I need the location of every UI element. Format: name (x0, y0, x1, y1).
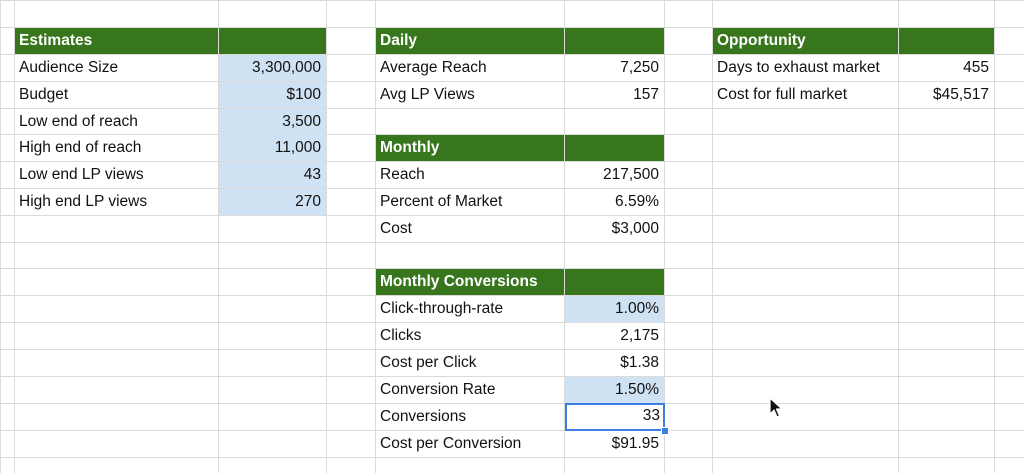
gridline (0, 430, 1024, 431)
mouse-pointer-icon (769, 397, 783, 418)
gridline (0, 81, 1024, 82)
estimates-header-fill[interactable] (219, 28, 326, 54)
gridline (0, 268, 1024, 269)
monthly-header-fill[interactable] (565, 135, 664, 161)
conversions-value-cost-per-click[interactable]: $1.38 (620, 354, 659, 371)
gridline (0, 27, 1024, 28)
monthly-label-reach[interactable]: Reach (380, 166, 425, 183)
monthly-value-cost[interactable]: $3,000 (611, 220, 659, 237)
estimates-label-high-reach[interactable]: High end of reach (19, 139, 142, 156)
estimates-header[interactable]: Estimates (15, 28, 218, 54)
daily-label-average-reach[interactable]: Average Reach (380, 59, 487, 76)
monthly-value-reach[interactable]: 217,500 (602, 166, 659, 183)
gridline (218, 0, 219, 473)
estimates-label-audience-size[interactable]: Audience Size (19, 59, 119, 76)
conversions-header[interactable]: Monthly Conversions (376, 269, 564, 295)
estimates-label-high-lp-views[interactable]: High end LP views (19, 193, 148, 210)
opportunity-value-cost-full-market[interactable]: $45,517 (932, 86, 989, 103)
gridline (0, 188, 1024, 189)
gridline (0, 403, 1024, 404)
daily-label-avg-lp-views[interactable]: Avg LP Views (380, 86, 475, 103)
gridline (0, 242, 1024, 243)
daily-value-avg-lp-views[interactable]: 157 (633, 86, 659, 103)
estimates-value-low-lp-views[interactable]: 43 (219, 162, 326, 188)
conversions-label-ctr[interactable]: Click-through-rate (380, 300, 504, 317)
gridline (898, 0, 899, 473)
estimates-label-budget[interactable]: Budget (19, 86, 69, 103)
estimates-label-low-lp-views[interactable]: Low end LP views (19, 166, 144, 183)
opportunity-header-fill[interactable] (899, 28, 994, 54)
gridline (0, 0, 1024, 1)
opportunity-header[interactable]: Opportunity (713, 28, 898, 54)
conversions-header-fill[interactable] (565, 269, 664, 295)
gridline (0, 215, 1024, 216)
opportunity-label-days-to-exhaust[interactable]: Days to exhaust market (717, 59, 880, 76)
daily-header[interactable]: Daily (376, 28, 564, 54)
gridline (994, 0, 995, 473)
conversions-value-conversions-selected-cell[interactable]: 33 (565, 403, 665, 431)
conversions-value-clicks[interactable]: 2,175 (620, 327, 659, 344)
opportunity-label-cost-full-market[interactable]: Cost for full market (717, 86, 848, 103)
gridline (375, 0, 376, 473)
gridline (0, 349, 1024, 350)
monthly-value-percent-of-market[interactable]: 6.59% (615, 193, 659, 210)
gridline (0, 134, 1024, 135)
gridline (564, 0, 565, 473)
gridline (0, 376, 1024, 377)
estimates-value-high-lp-views[interactable]: 270 (219, 189, 326, 215)
gridline (0, 161, 1024, 162)
conversions-label-conversion-rate[interactable]: Conversion Rate (380, 381, 496, 398)
gridline (664, 0, 665, 473)
conversions-value-conversion-rate[interactable]: 1.50% (565, 377, 664, 403)
opportunity-value-days-to-exhaust[interactable]: 455 (963, 59, 989, 76)
gridline (326, 0, 327, 473)
fill-handle[interactable] (661, 427, 669, 435)
conversions-value-ctr[interactable]: 1.00% (565, 296, 664, 322)
estimates-value-low-reach[interactable]: 3,500 (219, 109, 326, 135)
gridline (0, 295, 1024, 296)
estimates-value-audience-size[interactable]: 3,300,000 (219, 55, 326, 81)
conversions-value-cost-per-conversion[interactable]: $91.95 (611, 435, 659, 452)
conversions-label-cost-per-conversion[interactable]: Cost per Conversion (380, 435, 522, 452)
estimates-label-low-reach[interactable]: Low end of reach (19, 113, 138, 130)
conversions-label-cost-per-click[interactable]: Cost per Click (380, 354, 477, 371)
monthly-header[interactable]: Monthly (376, 135, 564, 161)
estimates-value-budget[interactable]: $100 (219, 82, 326, 108)
gridline (0, 322, 1024, 323)
conversions-label-clicks[interactable]: Clicks (380, 327, 422, 344)
gridline (0, 54, 1024, 55)
conversions-label-conversions[interactable]: Conversions (380, 408, 467, 425)
monthly-label-percent-of-market[interactable]: Percent of Market (380, 193, 503, 210)
estimates-value-high-reach[interactable]: 11,000 (219, 135, 326, 161)
gridline (712, 0, 713, 473)
daily-value-average-reach[interactable]: 7,250 (620, 59, 659, 76)
gridline (0, 457, 1024, 458)
gridline (0, 108, 1024, 109)
monthly-label-cost[interactable]: Cost (380, 220, 412, 237)
gridline (14, 0, 15, 473)
daily-header-fill[interactable] (565, 28, 664, 54)
